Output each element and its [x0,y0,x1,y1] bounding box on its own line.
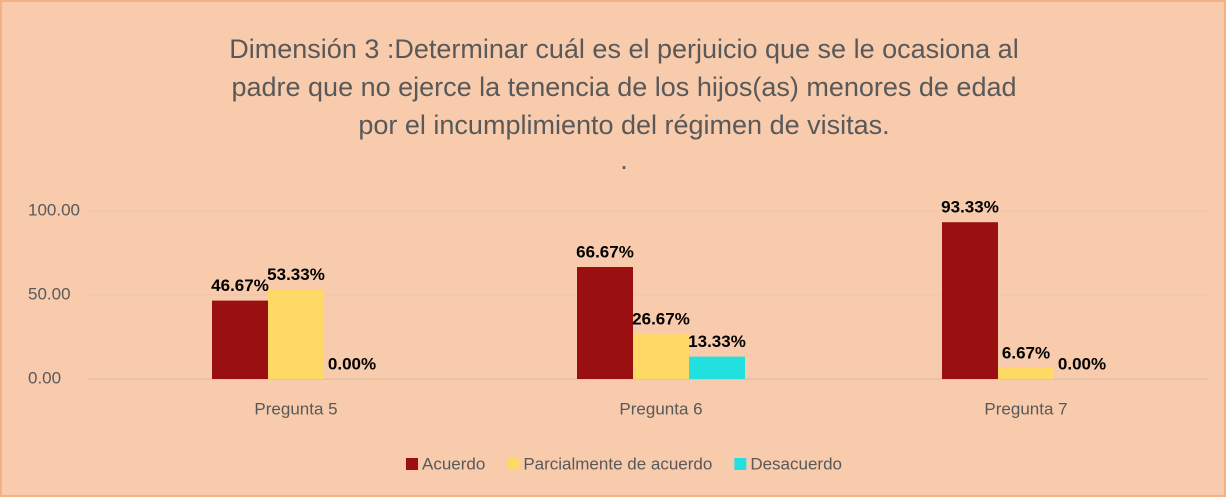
data-label: 0.00% [328,354,376,373]
x-tick-label: Pregunta 5 [254,399,337,418]
legend-label: Parcialmente de acuerdo [523,454,712,473]
bar [212,300,268,379]
legend-label: Desacuerdo [750,454,842,473]
legend-swatch [507,458,520,470]
bar [689,356,745,379]
data-label: 46.67% [211,276,269,295]
chart-subtitle: . [620,145,628,175]
chart-title: Dimensión 3 :Determinar cuál es el perju… [229,34,1018,64]
bar [577,266,633,379]
legend-swatch [734,458,747,470]
bar [268,289,324,379]
data-label: 93.33% [941,198,999,217]
legend-label: Acuerdo [422,454,485,473]
y-tick-label: 0.00 [28,368,61,387]
data-label: 6.67% [1002,343,1050,362]
legend-swatch [405,458,418,470]
data-label: 53.33% [267,265,325,284]
data-label: 0.00% [1058,354,1106,373]
bar [998,367,1054,379]
data-label: 66.67% [576,242,634,261]
x-tick-label: Pregunta 6 [619,399,702,418]
data-label: 26.67% [632,310,690,329]
data-label: 13.33% [688,332,746,351]
chart-title: padre que no ejerce la tenencia de los h… [231,72,1016,102]
y-tick-label: 100.00 [28,200,80,219]
bar [942,222,998,379]
y-tick-label: 50.00 [28,284,71,303]
x-tick-label: Pregunta 7 [984,399,1067,418]
bar [633,334,689,379]
chart-title: por el incumplimiento del régimen de vis… [358,110,889,140]
